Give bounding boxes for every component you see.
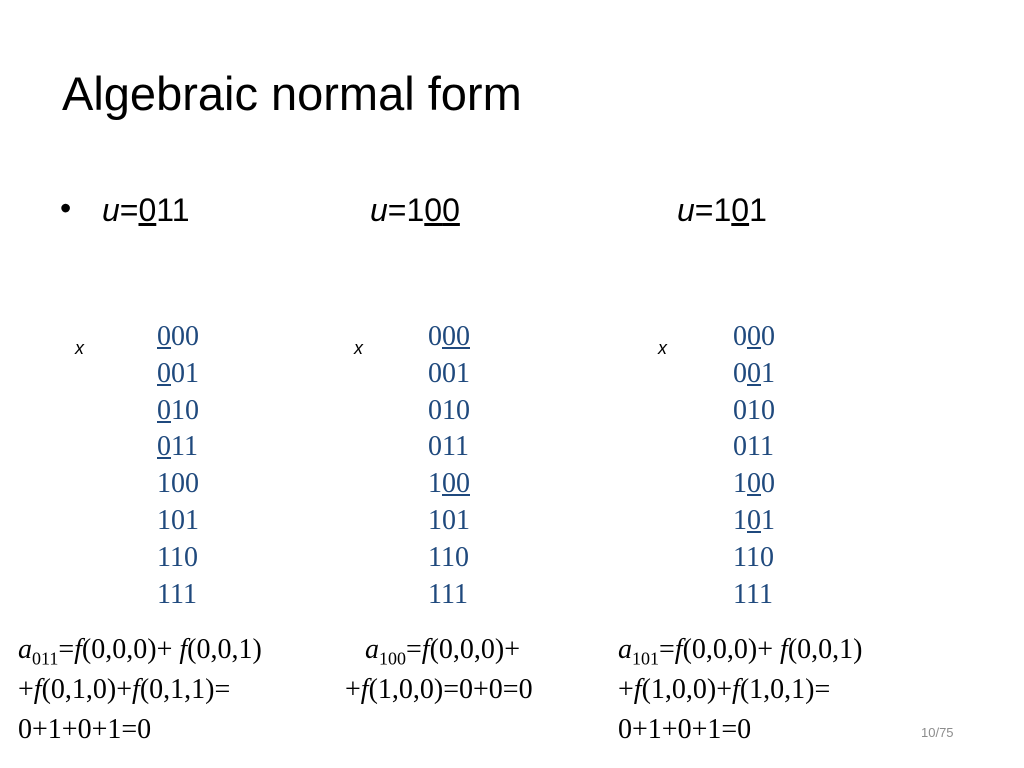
row: 100 xyxy=(157,468,199,500)
row: 010 xyxy=(157,394,199,426)
slide-title: Algebraic normal form xyxy=(62,67,522,120)
u-label: u=101 xyxy=(677,192,767,228)
row: 000 xyxy=(157,321,199,352)
row: 110 xyxy=(733,541,774,573)
row: 010 xyxy=(733,394,775,426)
row: 100 xyxy=(733,468,775,500)
row: 110 xyxy=(428,541,469,573)
row: 111 xyxy=(733,578,773,610)
formula-line: a101=f(0,0,0)+ f(0,0,1) xyxy=(618,634,863,669)
x-label: x xyxy=(354,338,363,358)
u-label: u=011 xyxy=(102,192,190,228)
row: 000 xyxy=(733,321,775,352)
row: 100 xyxy=(428,468,470,500)
row: 101 xyxy=(733,505,775,536)
row: 011 xyxy=(428,431,469,463)
x-label: x xyxy=(658,338,667,358)
row: 001 xyxy=(733,357,775,389)
row: 010 xyxy=(428,394,470,426)
bullet: • xyxy=(60,190,72,226)
u-label: u=100 xyxy=(370,192,460,228)
row: 101 xyxy=(157,505,199,536)
formula-line: +f(0,1,0)+f(0,1,1)= xyxy=(18,674,231,705)
row: 111 xyxy=(428,578,468,610)
formula-line: +f(1,0,0)=0+0=0 xyxy=(345,674,533,705)
formula-line: a011=f(0,0,0)+ f(0,0,1) xyxy=(18,634,262,669)
page-number: 10/75 xyxy=(921,725,954,740)
formula-line: +f(1,0,0)+f(1,0,1)= xyxy=(618,674,831,705)
row: 110 xyxy=(157,541,198,573)
formula-line: a100=f(0,0,0)+ xyxy=(365,634,521,669)
row: 000 xyxy=(428,321,470,352)
formula-line: 0+1+0+1=0 xyxy=(18,714,152,745)
x-label: x xyxy=(75,338,84,358)
formula-line: 0+1+0+1=0 xyxy=(618,714,752,745)
row: 101 xyxy=(428,505,470,536)
row: 011 xyxy=(157,431,198,463)
row: 001 xyxy=(157,357,199,389)
row: 011 xyxy=(733,431,774,463)
row: 001 xyxy=(428,357,470,389)
row: 111 xyxy=(157,578,197,610)
